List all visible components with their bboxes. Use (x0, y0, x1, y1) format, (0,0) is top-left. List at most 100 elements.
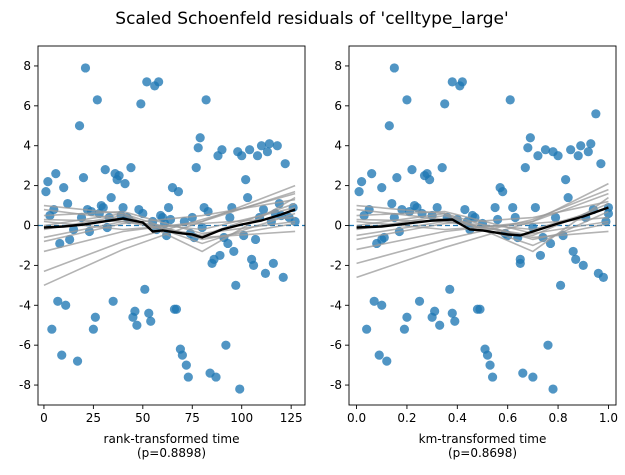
y-tick-label: -8 (19, 378, 31, 392)
x-tick-label: 0.6 (498, 411, 517, 425)
residual-point (555, 280, 566, 290)
residual-point (217, 145, 227, 155)
residual-point (80, 63, 91, 73)
residual-point (596, 159, 606, 169)
y-tick-label: 0 (23, 219, 31, 233)
residual-point (576, 141, 586, 151)
y-tick-label: -4 (19, 298, 31, 312)
residual-point (414, 296, 425, 306)
residual-point (432, 202, 442, 213)
residual-point (535, 250, 546, 261)
residual-point (61, 300, 71, 310)
bootstrap-lowess-line (356, 188, 609, 265)
residual-point (106, 192, 116, 203)
residual-point (241, 175, 251, 185)
y-tick-label: 6 (23, 99, 31, 113)
residual-point (447, 77, 457, 87)
x-axis-label: rank-transformed time (104, 432, 240, 446)
residual-point (498, 186, 508, 197)
residual-point (78, 173, 89, 183)
bootstrap-lowess-line (356, 200, 609, 241)
x-tick-label: 0.4 (448, 411, 467, 425)
p-value-label: (p=0.8898) (137, 446, 206, 460)
residual-point (402, 95, 412, 105)
residual-point (402, 312, 412, 322)
y-tick-label: -8 (330, 378, 342, 392)
residual-point (369, 296, 379, 306)
residual-point (173, 186, 184, 197)
residual-point (571, 254, 581, 265)
residual-point (243, 192, 253, 203)
y-tick-label: 8 (334, 59, 342, 73)
residual-point (591, 109, 601, 119)
residual-point (108, 296, 118, 306)
residual-point (59, 183, 69, 193)
residual-point (374, 350, 384, 360)
residual-point (92, 95, 102, 105)
residual-point (583, 147, 593, 157)
residual-point (118, 202, 128, 213)
residual-point (262, 147, 273, 157)
y-tick-label: -6 (19, 338, 31, 352)
residual-point (598, 272, 609, 282)
residual-point (603, 208, 614, 219)
residual-point (586, 139, 596, 149)
residual-point (568, 246, 578, 257)
residual-point (163, 202, 174, 213)
residual-point (142, 77, 152, 87)
residual-point (53, 296, 63, 306)
y-tick-label: 8 (23, 59, 31, 73)
residual-point (114, 171, 124, 181)
y-tick-label: -6 (330, 338, 342, 352)
residual-point (508, 202, 518, 213)
residual-point (187, 212, 197, 223)
residual-point (132, 320, 142, 330)
residual-point (563, 192, 573, 203)
bootstrap-lowess-line (356, 206, 609, 231)
residual-point (430, 306, 440, 316)
residual-point (248, 260, 259, 270)
residual-point (98, 202, 108, 213)
residual-point (550, 212, 561, 223)
residual-point (354, 186, 364, 197)
residual-point (57, 350, 67, 360)
residual-point (425, 175, 435, 185)
residual-point (407, 165, 417, 175)
y-tick-label: 4 (334, 139, 342, 153)
residual-point (63, 198, 73, 209)
residual-point (211, 372, 221, 382)
y-tick-label: -4 (330, 298, 342, 312)
residual-point (47, 324, 57, 334)
residual-point (41, 186, 51, 197)
residual-point (245, 145, 255, 155)
residual-point (65, 234, 75, 245)
residual-point (543, 340, 553, 350)
residual-point (51, 169, 61, 179)
residual-point (120, 179, 130, 189)
residual-point (566, 145, 576, 155)
residual-point (181, 360, 191, 370)
residual-point (43, 177, 53, 187)
residual-point (362, 324, 372, 334)
bootstrap-lowess-line (356, 182, 609, 279)
residual-point (528, 372, 538, 382)
x-tick-label: 100 (230, 411, 253, 425)
residual-point (215, 250, 225, 261)
residual-point (460, 204, 470, 215)
residual-point (144, 308, 154, 318)
bootstrap-lowess-line (43, 210, 296, 235)
residual-point (55, 238, 65, 249)
residual-point (191, 163, 201, 173)
residual-point (146, 316, 156, 326)
x-axis-label: km-transformed time (419, 432, 547, 446)
residual-point (510, 212, 520, 223)
residual-point (221, 340, 231, 350)
residual-point (523, 143, 533, 153)
lowess-trend-line (43, 208, 296, 239)
residual-point (505, 95, 515, 105)
y-tick-label: -2 (19, 258, 31, 272)
x-tick-label: 50 (135, 411, 150, 425)
residual-point (387, 198, 397, 209)
bootstrap-lowess-line (43, 184, 296, 287)
